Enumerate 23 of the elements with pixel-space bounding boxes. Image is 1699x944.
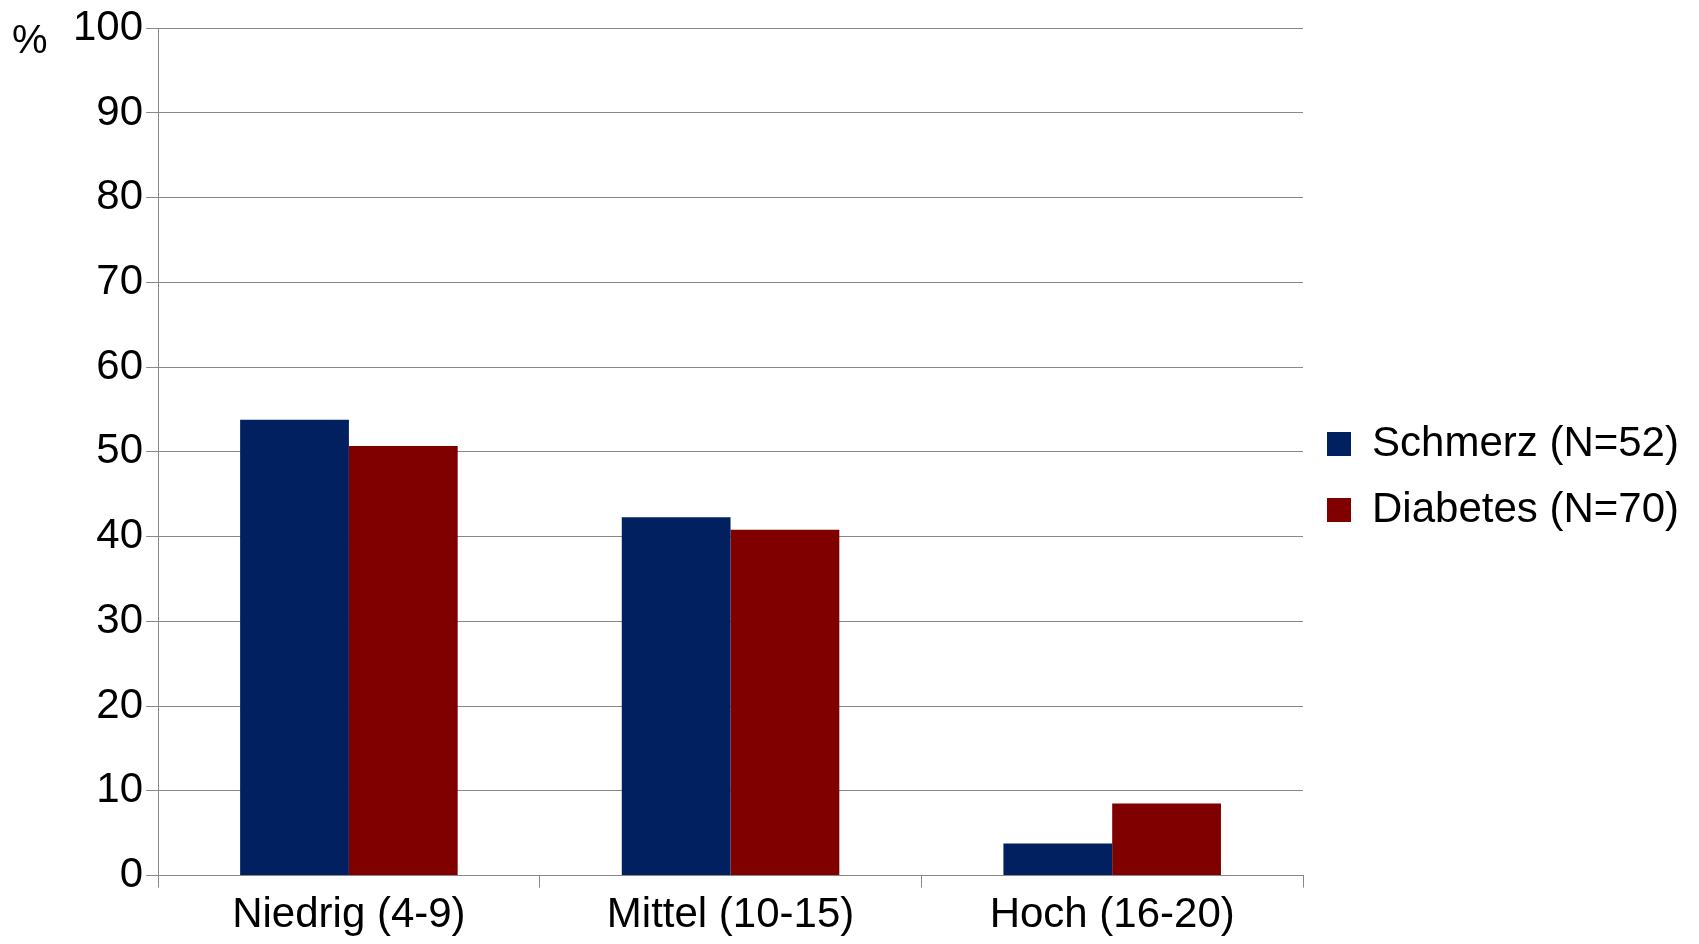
y-tick-label: 30 [96, 594, 144, 642]
x-tick-label: Mittel (10-15) [606, 889, 855, 937]
y-tick-label: 40 [96, 510, 144, 558]
y-tick-label: 20 [96, 679, 144, 727]
bar [240, 419, 349, 876]
y-tick-label: 70 [96, 256, 144, 303]
y-tick-label: 0 [119, 849, 144, 897]
bar [348, 445, 458, 876]
legend-label: Diabetes (N=70) [1372, 483, 1679, 531]
y-tick-label: 90 [96, 86, 144, 134]
bar [730, 529, 840, 876]
bar [621, 517, 731, 876]
x-tick-label: Hoch (16-20) [989, 889, 1235, 937]
legend-label: Schmerz (N=52) [1372, 417, 1679, 465]
y-axis-title: % [12, 17, 48, 62]
y-tick-label: 100 [73, 1, 144, 49]
y-tick-label: 60 [96, 340, 144, 388]
y-tick-label: 50 [96, 425, 144, 473]
y-tick-label: 80 [96, 171, 144, 219]
bar [1003, 843, 1113, 876]
x-tick-label: Niedrig (4-9) [232, 889, 466, 937]
y-tick-label: 10 [96, 764, 144, 812]
bar [1112, 803, 1221, 876]
